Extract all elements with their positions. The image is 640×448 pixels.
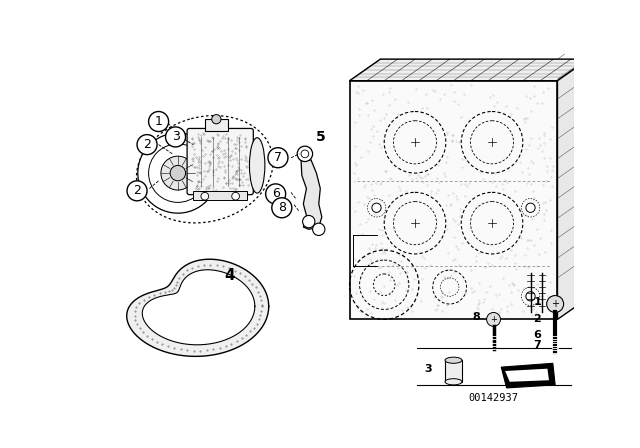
Circle shape bbox=[232, 192, 239, 200]
Text: 2: 2 bbox=[143, 138, 151, 151]
Text: 3: 3 bbox=[172, 130, 179, 143]
Circle shape bbox=[526, 203, 535, 212]
Circle shape bbox=[148, 112, 168, 132]
Bar bbox=[193, 191, 247, 200]
Text: 4: 4 bbox=[224, 268, 235, 283]
Circle shape bbox=[268, 148, 288, 168]
Polygon shape bbox=[127, 259, 269, 356]
Circle shape bbox=[486, 313, 500, 326]
Circle shape bbox=[137, 134, 157, 155]
Text: 8: 8 bbox=[472, 312, 480, 322]
FancyBboxPatch shape bbox=[187, 129, 253, 195]
Text: 3: 3 bbox=[424, 365, 432, 375]
Polygon shape bbox=[505, 369, 549, 382]
Polygon shape bbox=[349, 59, 588, 81]
Circle shape bbox=[266, 184, 285, 204]
Bar bbox=[205, 119, 228, 131]
Ellipse shape bbox=[445, 357, 462, 363]
Text: 7: 7 bbox=[534, 340, 541, 350]
Bar bbox=[445, 360, 462, 382]
Text: 1: 1 bbox=[534, 297, 541, 307]
Circle shape bbox=[201, 192, 209, 200]
Text: 8: 8 bbox=[278, 201, 286, 214]
Circle shape bbox=[272, 198, 292, 218]
Text: 5: 5 bbox=[316, 130, 325, 144]
Text: 2: 2 bbox=[534, 314, 541, 324]
Circle shape bbox=[297, 146, 312, 162]
Ellipse shape bbox=[250, 138, 265, 193]
Bar bbox=[349, 81, 557, 319]
Circle shape bbox=[303, 215, 315, 228]
Text: +: + bbox=[490, 315, 497, 324]
Circle shape bbox=[526, 292, 535, 301]
Circle shape bbox=[212, 115, 221, 124]
Polygon shape bbox=[557, 59, 588, 319]
Circle shape bbox=[161, 156, 195, 190]
Circle shape bbox=[138, 133, 218, 213]
Text: 00142937: 00142937 bbox=[468, 392, 518, 403]
Circle shape bbox=[148, 144, 207, 202]
Circle shape bbox=[372, 203, 381, 212]
Text: 6: 6 bbox=[272, 187, 280, 200]
Ellipse shape bbox=[445, 379, 462, 385]
Text: +: + bbox=[551, 299, 559, 309]
Text: 2: 2 bbox=[133, 184, 141, 197]
Polygon shape bbox=[501, 363, 555, 388]
Text: 7: 7 bbox=[274, 151, 282, 164]
Polygon shape bbox=[142, 270, 255, 345]
Circle shape bbox=[312, 223, 325, 236]
Circle shape bbox=[166, 127, 186, 147]
Circle shape bbox=[127, 181, 147, 201]
Polygon shape bbox=[301, 160, 322, 229]
Text: 1: 1 bbox=[155, 115, 163, 128]
Text: 6: 6 bbox=[533, 330, 541, 340]
Circle shape bbox=[301, 150, 308, 158]
Circle shape bbox=[170, 165, 186, 181]
Circle shape bbox=[547, 296, 564, 313]
